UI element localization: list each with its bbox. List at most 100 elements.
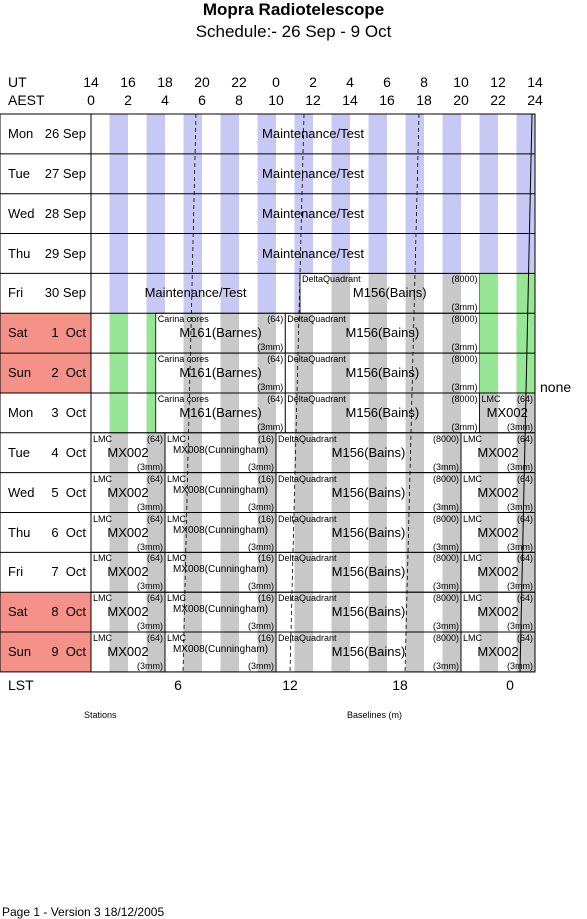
- blue-stripe: [183, 114, 202, 154]
- blue-stripe: [479, 193, 498, 234]
- ut-tick: 14: [83, 74, 99, 90]
- block-label: MX002: [477, 644, 519, 660]
- day-label: Mon 26 Sep: [2, 114, 90, 154]
- blue-stripe: [294, 273, 301, 314]
- block-config: (64): [516, 593, 533, 604]
- block-band: (3mm): [137, 581, 163, 592]
- green-block: [146, 392, 156, 433]
- ut-tick: 14: [527, 74, 543, 90]
- block-source: LMC: [463, 553, 483, 564]
- page-title: Mopra Radiotelescope: [202, 0, 385, 19]
- lst-tick: 6: [174, 677, 182, 693]
- aest-tick: 12: [305, 92, 321, 108]
- gray-stripe: [331, 552, 350, 593]
- block-config: (8000): [451, 274, 478, 285]
- blue-stripe: [405, 193, 424, 234]
- block-source: Carina cores: [157, 393, 209, 404]
- blue-stripe: [368, 193, 387, 234]
- day-name: Sat: [8, 325, 28, 341]
- gray-stripe: [220, 552, 239, 593]
- gray-stripe: [294, 552, 313, 593]
- blue-stripe: [405, 233, 424, 274]
- blue-stripe: [220, 114, 239, 154]
- block-source: Carina cores: [157, 354, 209, 365]
- gray-stripe: [257, 313, 276, 354]
- aest-axis-label: AEST: [8, 92, 45, 108]
- gray-stripe: [257, 592, 276, 633]
- aest-tick: 14: [342, 92, 358, 108]
- block-config: (64): [516, 633, 533, 644]
- gray-stripe: [405, 472, 424, 513]
- ut-tick: 18: [157, 74, 173, 90]
- block-config: (16): [257, 473, 274, 484]
- gray-stripe: [479, 472, 498, 513]
- gray-stripe: [146, 432, 165, 473]
- green-block: [516, 313, 535, 354]
- day-name: Sat: [8, 604, 28, 620]
- aest-tick: 2: [124, 92, 132, 108]
- blue-stripe: [368, 153, 387, 194]
- block-label: MX002: [477, 444, 519, 460]
- aest-tick: 16: [379, 92, 395, 108]
- day-name: Fri: [8, 564, 24, 580]
- gray-stripe: [109, 472, 128, 513]
- block-band: (3mm): [451, 302, 478, 313]
- lst-dashed-line: [182, 113, 197, 672]
- block-label: MX002: [477, 604, 519, 620]
- block-source: DeltaQuadrant: [278, 513, 337, 524]
- block-config: (16): [257, 513, 274, 524]
- block-config: (64): [516, 473, 533, 484]
- gray-stripe: [516, 552, 535, 593]
- day-label: Fri 30 Sep: [2, 273, 90, 313]
- gray-stripe: [442, 432, 461, 473]
- blue-stripe: [183, 153, 202, 194]
- gray-stripe: [368, 592, 387, 633]
- block-band: (3mm): [451, 342, 478, 353]
- block-band: (3mm): [507, 421, 533, 432]
- gray-stripe: [294, 432, 313, 473]
- day-name: Wed: [8, 205, 35, 221]
- block-band: (3mm): [507, 501, 533, 512]
- blue-stripe: [479, 114, 498, 154]
- blue-stripe: [183, 233, 202, 274]
- block-label: MX002: [107, 444, 149, 460]
- gray-stripe: [220, 313, 239, 354]
- day-label: Tue 27 Sep: [2, 154, 90, 194]
- block-source: DeltaQuadrant: [287, 393, 346, 404]
- block-source: LMC: [167, 473, 187, 484]
- day-label: Thu 29 Sep: [2, 234, 90, 274]
- gray-stripe: [516, 512, 535, 553]
- block-label: MX008(Cunningham): [172, 604, 269, 616]
- blue-stripe: [516, 233, 535, 274]
- ut-tick: 10: [453, 74, 469, 90]
- day-label: Fri 7 Oct: [2, 552, 90, 592]
- block-source: LMC: [167, 553, 187, 564]
- gray-stripe: [183, 512, 202, 553]
- gray-stripe: [331, 432, 350, 473]
- gray-stripe: [331, 273, 350, 314]
- blue-stripe: [220, 233, 239, 274]
- gray-stripe: [368, 552, 387, 593]
- gray-stripe: [368, 432, 387, 473]
- block-source: DeltaQuadrant: [278, 593, 337, 604]
- block-source: DeltaQuadrant: [278, 633, 337, 644]
- blue-stripe: [146, 193, 165, 234]
- block-label: M161(Barnes): [179, 365, 262, 381]
- ut-tick: 8: [420, 74, 428, 90]
- block-label: MX008(Cunningham): [172, 564, 269, 576]
- block-source: LMC: [167, 593, 187, 604]
- day-date: 3 Oct: [51, 404, 86, 420]
- blue-stripe: [405, 114, 424, 154]
- block-source: DeltaQuadrant: [302, 274, 361, 285]
- gray-stripe: [257, 472, 276, 513]
- block-source: DeltaQuadrant: [278, 433, 337, 444]
- blue-stripe: [109, 233, 128, 274]
- block-band: (3mm): [433, 621, 459, 632]
- block-band: (3mm): [257, 421, 284, 432]
- gray-stripe: [442, 632, 461, 672]
- ut-tick: 20: [194, 74, 210, 90]
- day-date: 28 Sep: [44, 205, 86, 221]
- gray-stripe: [257, 353, 276, 393]
- gray-stripe: [331, 512, 350, 553]
